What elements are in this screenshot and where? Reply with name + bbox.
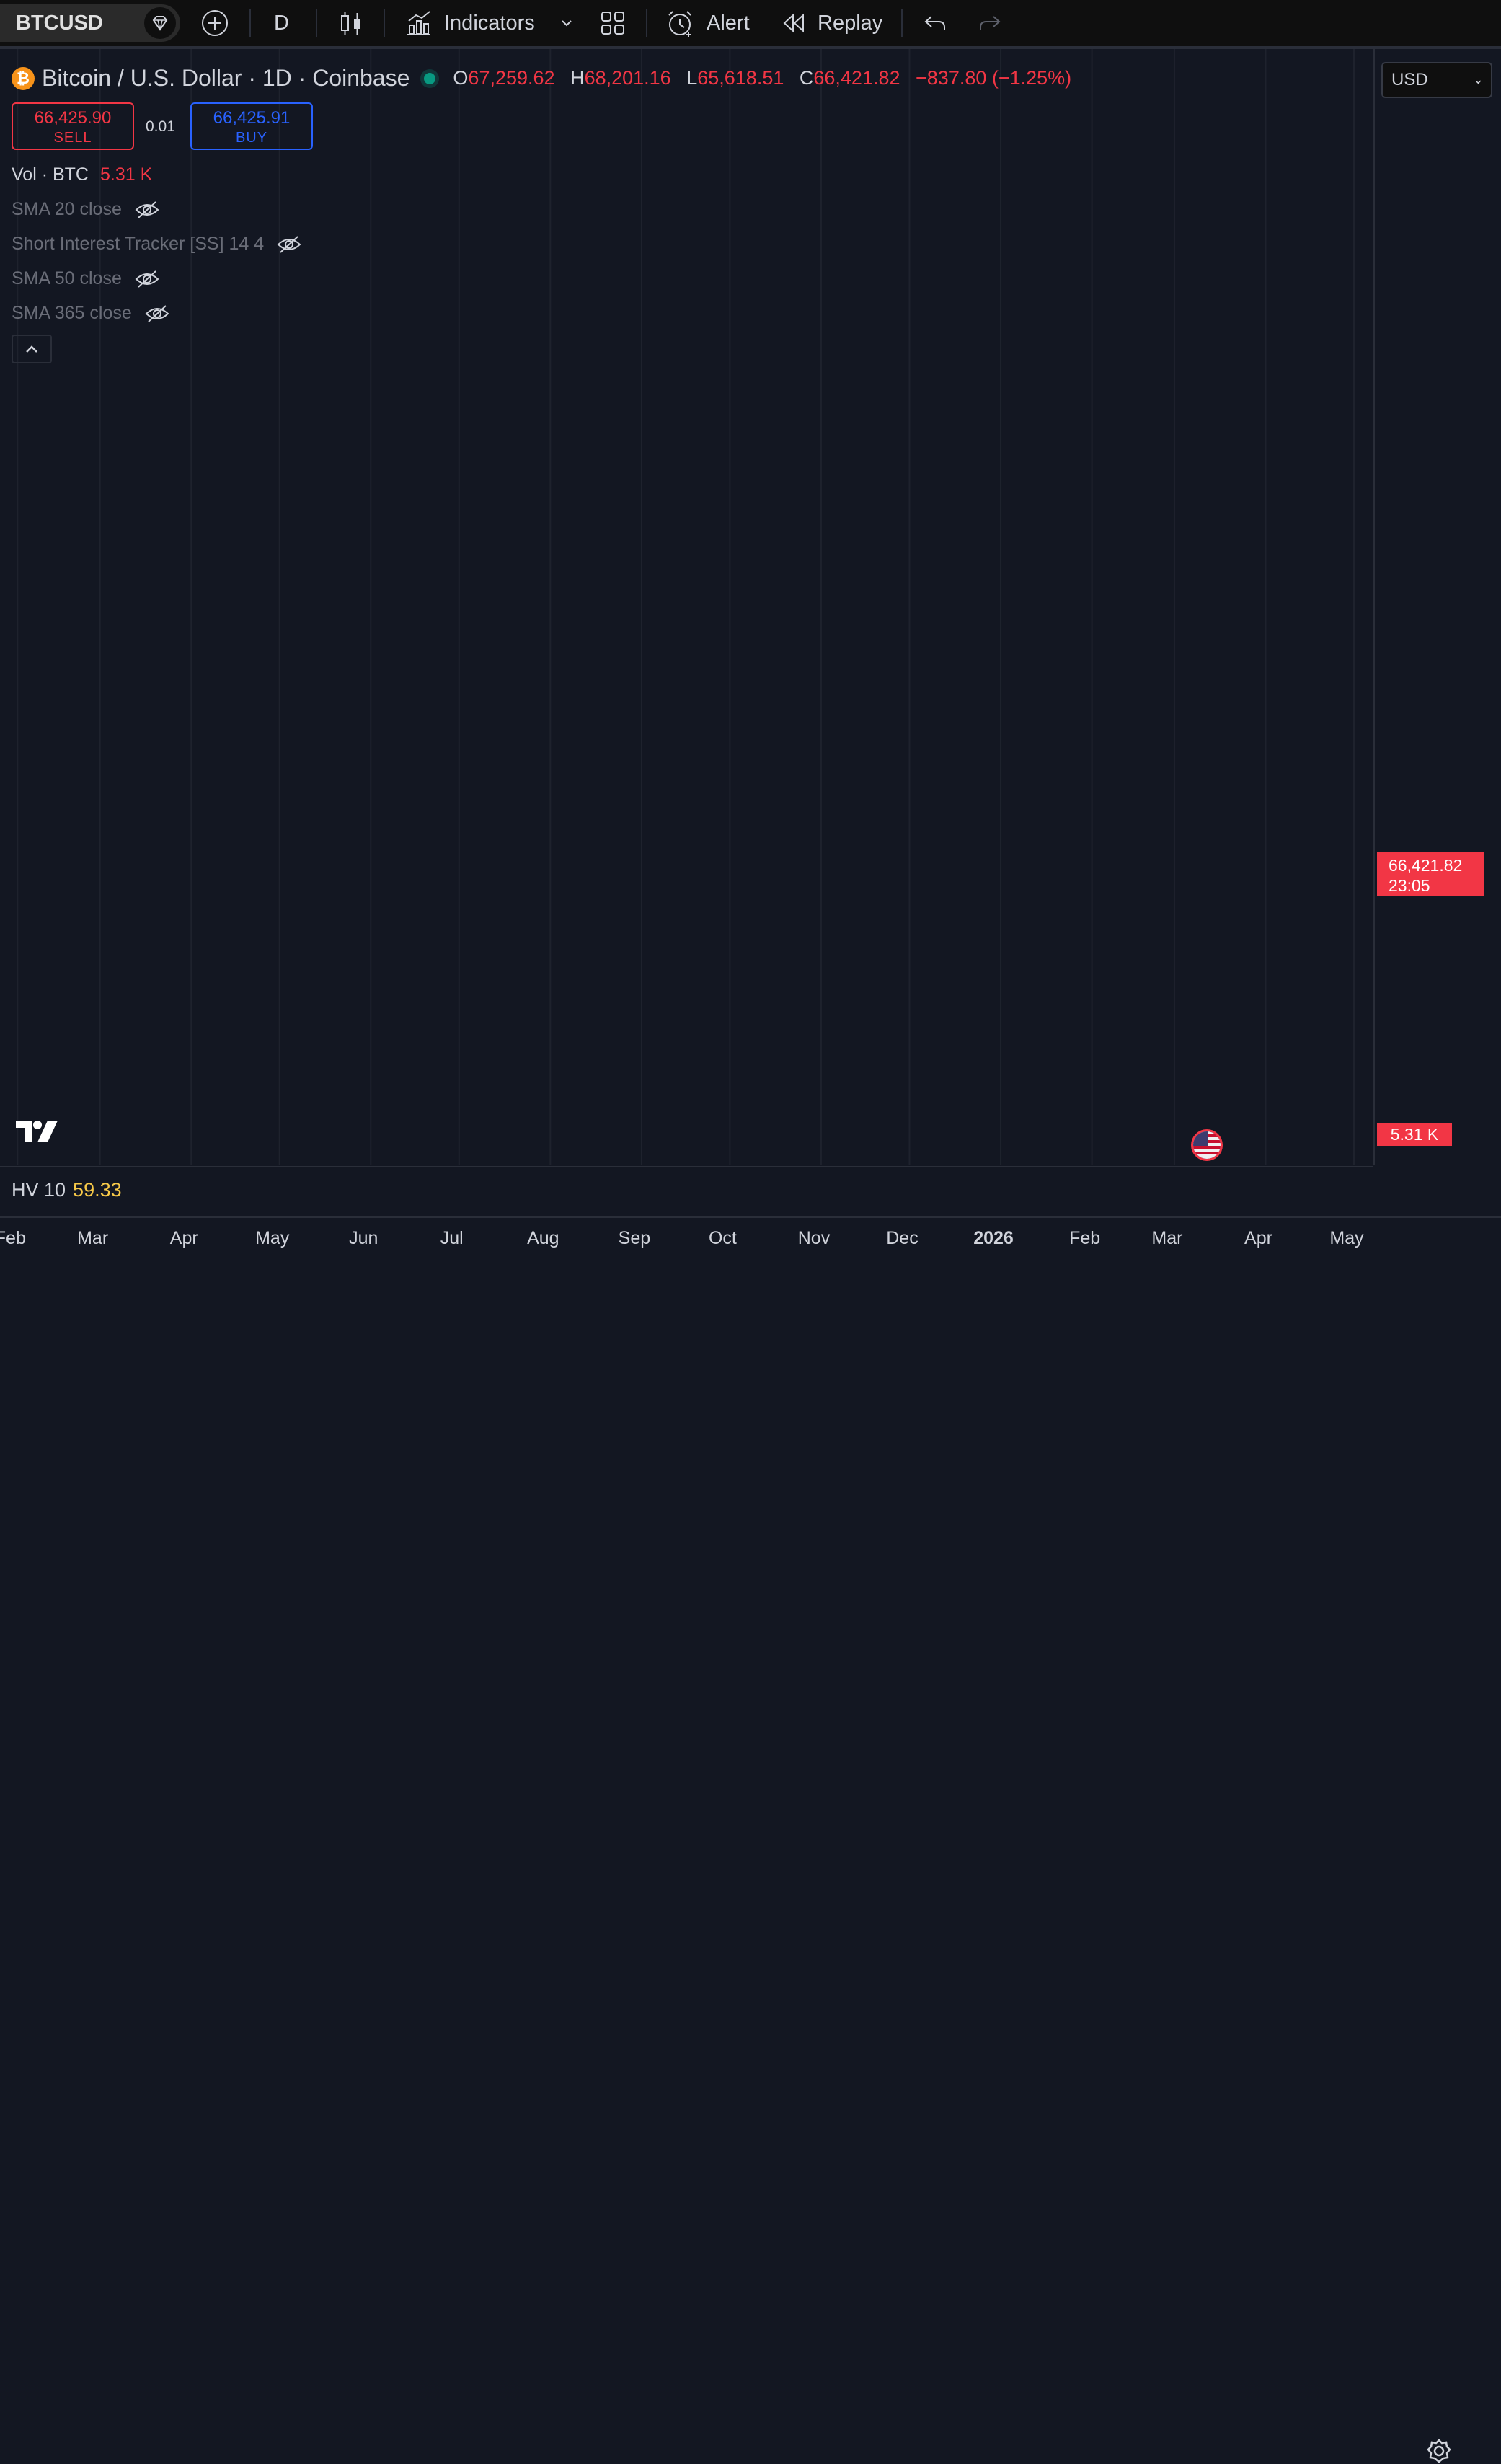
buy-button[interactable]: 66,425.91 BUY <box>190 102 313 150</box>
hv-label: HV 10 <box>12 1179 66 1201</box>
undo-button[interactable] <box>923 0 947 46</box>
symbol-search[interactable]: BTCUSD <box>0 4 180 42</box>
sell-button[interactable]: 66,425.90 SELL <box>12 102 134 150</box>
volume-label: Vol · BTC <box>12 164 89 185</box>
replay-label: Replay <box>818 11 883 35</box>
symbol-title[interactable]: Bitcoin / U.S. Dollar · 1D · Coinbase <box>42 65 410 91</box>
time-tick-label: Feb <box>0 1228 26 1248</box>
time-tick-label: Oct <box>708 1228 737 1248</box>
currency-label: USD <box>1391 70 1428 89</box>
indicator-label: SMA 365 close <box>12 303 132 323</box>
high-value: 68,201.16 <box>584 67 671 89</box>
volume-value: 5.31 K <box>99 164 153 185</box>
last-price-tag: 66,421.82 23:05 <box>1377 852 1484 896</box>
time-tick-label: Jun <box>349 1228 378 1248</box>
price-scale[interactable]: 150,000.00145,000.00140,000.00135,000.00… <box>1373 49 1501 1165</box>
sell-label: SELL <box>53 130 92 146</box>
chevron-up-icon <box>26 345 37 353</box>
us-flag-events-icon[interactable] <box>1191 1129 1223 1161</box>
time-tick-label: Nov <box>797 1228 831 1248</box>
interval-button[interactable]: D <box>274 0 289 46</box>
hv-indicator-pane[interactable]: HV 10 59.33 <box>0 1166 1373 1216</box>
time-tick-label: Sep <box>618 1228 651 1248</box>
indicator-label: Short Interest Tracker [SS] 14 4 <box>12 234 265 254</box>
ohlc-values: O67,259.62 H68,201.16 L65,618.51 C66,421… <box>453 67 1072 89</box>
indicator-sma50[interactable]: SMA 50 close <box>12 268 159 289</box>
redo-icon <box>980 16 1001 30</box>
hidden-eye-icon[interactable] <box>135 270 159 288</box>
hidden-eye-icon[interactable] <box>277 235 301 254</box>
hidden-eye-icon[interactable] <box>145 304 169 323</box>
time-tick-label: May <box>1329 1228 1364 1248</box>
alert-label: Alert <box>707 11 750 35</box>
buy-price: 66,425.91 <box>213 108 291 128</box>
layout-button[interactable] <box>600 0 626 46</box>
time-axis[interactable]: Feb Mar Apr May Jun Jul Aug Sep Oct Nov Dec 2026 Feb… <box>0 1216 1501 2463</box>
time-tick-label: Mar <box>1151 1228 1183 1248</box>
time-tick-label: Apr <box>169 1228 198 1248</box>
indicator-sma365[interactable]: SMA 365 close <box>12 303 169 324</box>
chart-legend: ₿ Bitcoin / U.S. Dollar · 1D · Coinbase … <box>12 65 1081 92</box>
indicator-label: SMA 50 close <box>12 268 122 288</box>
indicators-button[interactable]: Indicators <box>405 0 535 46</box>
currency-select[interactable]: USD ⌄ <box>1381 62 1492 98</box>
hv-legend: HV 10 59.33 <box>12 1179 122 1201</box>
time-tick-label: Mar <box>77 1228 109 1248</box>
buy-label: BUY <box>235 130 268 146</box>
spread-value: 0.01 <box>146 118 175 135</box>
last-price-value: 66,421.82 <box>1389 856 1463 875</box>
symbol-label: BTCUSD <box>16 11 103 35</box>
gear-icon[interactable] <box>1426 2438 1452 2464</box>
close-value: 66,421.82 <box>813 67 900 89</box>
hidden-eye-icon[interactable] <box>135 200 159 219</box>
chevron-down-icon <box>562 20 572 27</box>
bar-countdown: 23:05 <box>1389 876 1430 895</box>
sell-price: 66,425.90 <box>34 108 112 128</box>
undo-icon <box>924 16 945 30</box>
layout-grid-icon <box>601 12 624 35</box>
market-open-dot-icon <box>424 72 436 84</box>
collapse-legend-button[interactable] <box>12 335 52 363</box>
indicators-label: Indicators <box>444 11 535 35</box>
chart-pane[interactable] <box>0 49 1373 1165</box>
upgrade-diamond-icon[interactable] <box>144 7 176 39</box>
open-value: 67,259.62 <box>468 67 555 89</box>
bitcoin-icon: ₿ <box>12 66 35 90</box>
plus-circle-icon <box>202 10 228 36</box>
replay-button[interactable]: Replay <box>782 0 882 46</box>
alarm-clock-icon <box>668 11 691 37</box>
time-tick-label: May <box>255 1228 290 1248</box>
time-tick-label: Jul <box>440 1228 464 1248</box>
indicators-dropdown[interactable] <box>559 0 574 46</box>
indicator-short-interest[interactable]: Short Interest Tracker [SS] 14 4 <box>12 234 301 255</box>
rewind-icon <box>783 13 804 33</box>
chart-type-button[interactable] <box>339 0 363 46</box>
low-value: 65,618.51 <box>697 67 784 89</box>
tradingview-logo[interactable] <box>14 1119 59 1147</box>
time-tick-label: 2026 <box>973 1228 1014 1248</box>
chevron-down-icon: ⌄ <box>1472 72 1484 87</box>
indicators-icon <box>407 11 430 35</box>
indicator-sma20[interactable]: SMA 20 close <box>12 199 159 220</box>
time-tick-label: Apr <box>1244 1228 1272 1248</box>
redo-button[interactable] <box>978 0 1002 46</box>
time-tick-label: Aug <box>527 1228 559 1248</box>
interval-label: D <box>274 11 289 35</box>
time-tick-label: Feb <box>1069 1228 1101 1248</box>
top-toolbar: BTCUSD D Indicators Alert Replay <box>0 0 1501 49</box>
candles-icon <box>341 12 360 35</box>
change-value: −837.80 (−1.25%) <box>916 67 1072 89</box>
time-tick-label: Dec <box>886 1228 918 1248</box>
volume-legend[interactable]: Vol · BTC 5.31 K <box>12 164 152 185</box>
indicator-label: SMA 20 close <box>12 199 122 219</box>
hv-value: 59.33 <box>73 1179 122 1201</box>
price-chart[interactable] <box>0 49 1373 1165</box>
volume-tag: 5.31 K <box>1377 1123 1452 1146</box>
compare-add-button[interactable] <box>200 0 229 46</box>
alert-button[interactable]: Alert <box>665 0 750 46</box>
